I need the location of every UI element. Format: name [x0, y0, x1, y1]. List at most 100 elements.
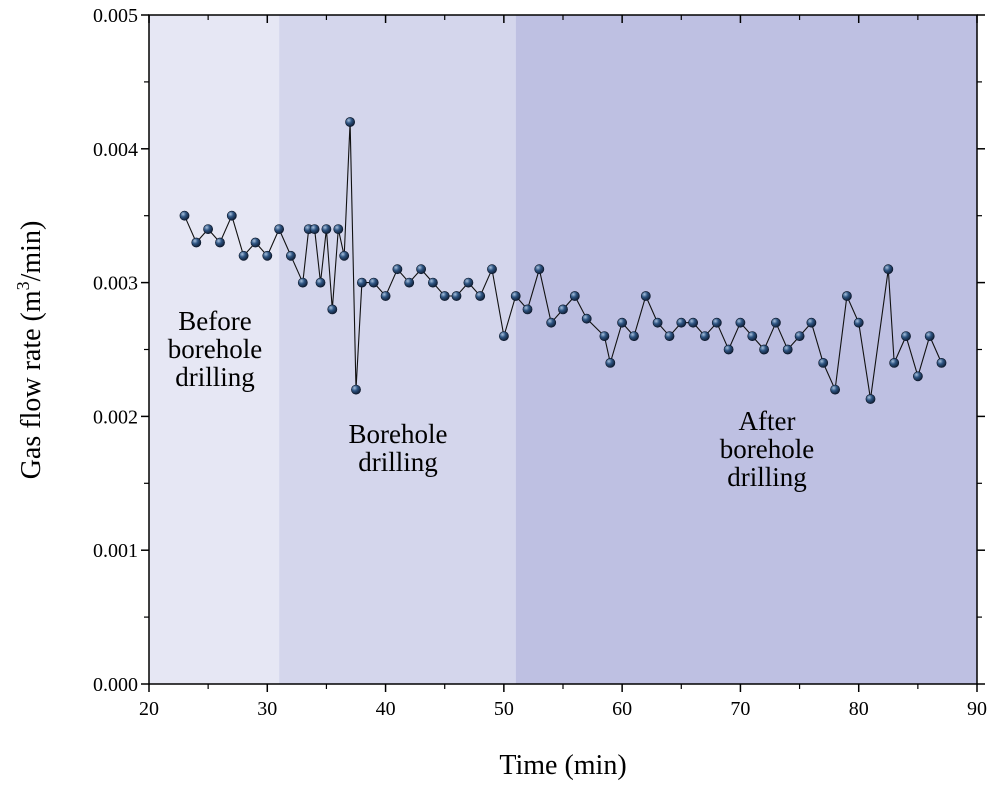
x-tick-label: 30	[257, 698, 277, 720]
data-point	[640, 291, 651, 301]
y-axis-title-end: /min)	[16, 221, 47, 282]
data-point	[747, 331, 758, 341]
data-point	[806, 317, 817, 328]
data-point	[936, 357, 947, 368]
x-tick-label: 80	[849, 698, 869, 720]
data-point	[392, 264, 403, 275]
data-point	[368, 277, 379, 288]
data-point	[723, 344, 734, 355]
y-tick-label: 0.002	[93, 406, 138, 428]
data-point	[558, 304, 568, 315]
data-point	[842, 291, 852, 301]
data-point	[830, 384, 840, 395]
data-point	[226, 210, 237, 221]
data-point	[191, 237, 202, 248]
data-point	[865, 394, 876, 404]
x-tick-label: 60	[612, 698, 632, 720]
y-tick-label: 0.003	[93, 273, 138, 295]
data-point	[463, 277, 474, 288]
x-tick-label: 90	[967, 698, 987, 720]
y-tick-label: 0.001	[93, 540, 138, 562]
region-label-1-line-2: borehole	[168, 334, 262, 364]
data-point	[581, 313, 592, 324]
tick-labels: 20 30 40 50 60 70 80 90 0.000 0.001 0.002 0.003 0.00…	[93, 5, 987, 720]
data-point	[274, 224, 284, 234]
region-labels: BeforeboreholedrillingBoreholedrillingAf…	[168, 306, 814, 492]
y-tick-label: 0.000	[93, 674, 138, 696]
data-point	[215, 237, 225, 248]
region-band-1	[149, 15, 280, 684]
data-point	[339, 250, 350, 261]
region-label-2-line-1: Borehole	[349, 419, 448, 449]
data-point	[356, 277, 367, 288]
data-point	[451, 291, 462, 301]
x-tick-label: 40	[376, 698, 396, 720]
data-point	[487, 264, 497, 275]
data-point	[901, 331, 911, 341]
data-point	[321, 224, 332, 234]
data-point	[179, 210, 190, 221]
y-tick-label: 0.004	[93, 139, 138, 161]
data-point	[285, 250, 296, 261]
data-point	[439, 291, 450, 301]
data-point	[735, 317, 746, 328]
data-point	[794, 331, 805, 341]
data-point	[333, 224, 344, 234]
data-point	[250, 237, 261, 248]
data-point	[404, 277, 415, 288]
data-point	[599, 331, 610, 341]
data-point	[427, 277, 438, 288]
y-tick-label: 0.005	[93, 5, 138, 27]
data-point	[498, 331, 509, 341]
region-label-3-line-3: drilling	[727, 462, 807, 492]
data-point	[203, 224, 213, 234]
data-point	[853, 317, 864, 328]
data-point	[652, 317, 663, 328]
y-axis-title: Gas flow rate (m3/min)	[13, 221, 47, 480]
tick-marks	[141, 14, 985, 692]
data-point	[262, 250, 273, 261]
data-point	[327, 304, 338, 315]
data-point	[676, 317, 687, 328]
data-point	[759, 344, 769, 355]
data-point	[700, 331, 710, 341]
data-point	[315, 277, 326, 288]
data-point	[605, 357, 616, 368]
region-band-2	[279, 15, 516, 684]
region-label-1-line-1: Before	[178, 306, 251, 336]
y-axis-title-base: Gas flow rate (m	[16, 290, 47, 479]
data-point	[510, 291, 521, 301]
data-point	[345, 117, 355, 127]
data-point	[380, 291, 391, 301]
y-axis-title-sup: 3	[13, 281, 33, 290]
data-point	[924, 331, 935, 341]
data-point	[534, 264, 545, 275]
x-tick-label: 20	[139, 698, 159, 720]
data-point	[688, 317, 698, 328]
series-layer	[179, 117, 947, 404]
data-point	[664, 331, 675, 341]
data-point	[297, 277, 308, 288]
region-bands	[149, 15, 977, 684]
data-point	[711, 317, 722, 328]
data-point	[771, 317, 781, 328]
data-point	[238, 250, 249, 261]
data-point	[782, 344, 793, 355]
data-point	[569, 291, 580, 301]
data-point	[351, 384, 361, 395]
data-point	[883, 264, 894, 275]
region-label-3-line-2: borehole	[720, 434, 814, 464]
x-axis-title: Time (min)	[499, 750, 626, 781]
data-point	[617, 317, 627, 328]
data-point	[416, 264, 426, 275]
data-point	[475, 291, 486, 301]
region-label-3-line-1: After	[739, 406, 796, 436]
region-label-2-line-2: drilling	[358, 447, 438, 477]
region-band-3	[515, 15, 977, 684]
data-point	[309, 224, 320, 234]
data-point	[818, 357, 829, 368]
data-point	[889, 357, 900, 368]
data-point	[522, 304, 533, 315]
x-tick-label: 70	[730, 698, 750, 720]
